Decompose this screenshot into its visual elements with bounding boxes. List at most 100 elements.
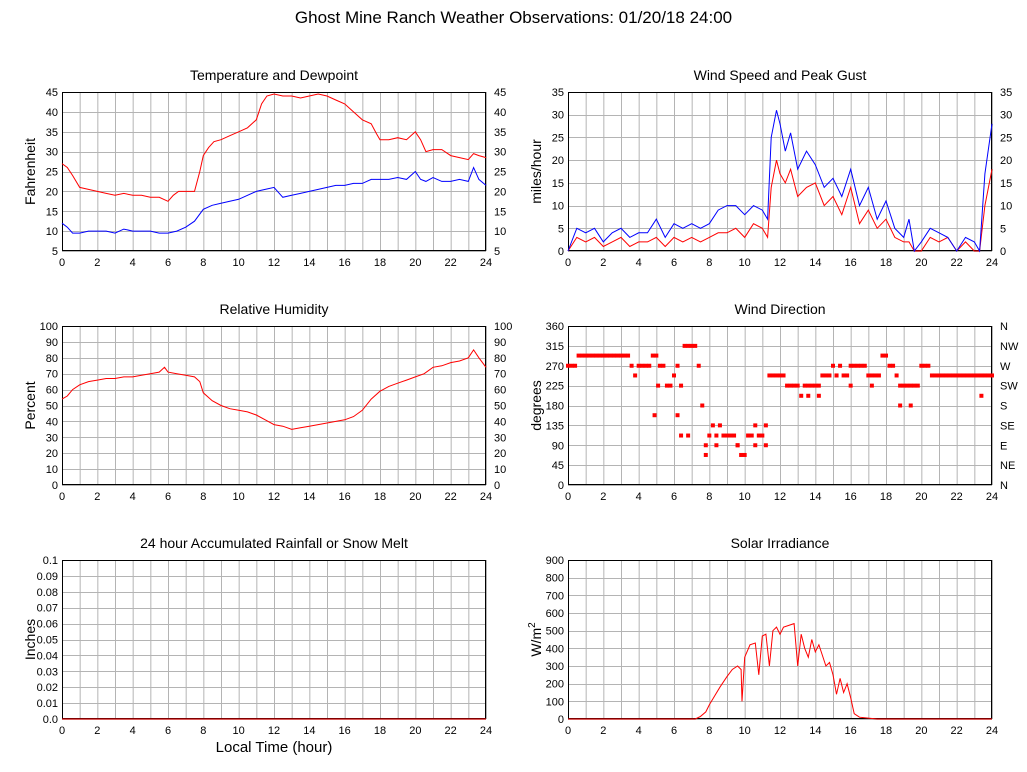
x-tick-label: 16 bbox=[845, 725, 857, 737]
data-point bbox=[979, 393, 984, 398]
y-right-tick-label: 30 bbox=[1000, 110, 1012, 122]
data-point bbox=[873, 373, 878, 378]
y-tick-label: 80 bbox=[46, 353, 58, 365]
data-point bbox=[823, 373, 828, 378]
data-point bbox=[866, 373, 871, 378]
data-point bbox=[876, 373, 881, 378]
x-tick-label: 14 bbox=[809, 491, 821, 503]
y-right-tick-label: SE bbox=[1000, 420, 1015, 432]
data-point bbox=[661, 363, 666, 368]
y-tick-label: 20 bbox=[46, 448, 58, 460]
data-point bbox=[869, 373, 874, 378]
y-right-tick-label: 10 bbox=[1000, 201, 1012, 213]
y-tick-label: 0.1 bbox=[43, 555, 58, 567]
data-point bbox=[604, 353, 609, 358]
data-point bbox=[862, 363, 867, 368]
data-point bbox=[809, 383, 814, 388]
data-point bbox=[788, 383, 793, 388]
x-tick-label: 22 bbox=[951, 491, 963, 503]
data-point bbox=[929, 373, 934, 378]
data-point bbox=[629, 363, 634, 368]
x-tick-label: 24 bbox=[480, 725, 492, 737]
data-point bbox=[975, 373, 980, 378]
series-points bbox=[566, 343, 994, 457]
data-point bbox=[735, 443, 740, 448]
data-point bbox=[827, 373, 832, 378]
data-point bbox=[901, 383, 906, 388]
chart-title: Temperature and Dewpoint bbox=[190, 67, 358, 83]
x-tick-label: 20 bbox=[915, 257, 927, 269]
data-point bbox=[753, 443, 758, 448]
x-tick-label: 20 bbox=[915, 725, 927, 737]
y-tick-label: 135 bbox=[546, 420, 564, 432]
data-point bbox=[770, 373, 775, 378]
y-tick-label: 0.0 bbox=[43, 714, 58, 726]
y-tick-label: 45 bbox=[552, 460, 564, 472]
data-point bbox=[979, 373, 984, 378]
data-point bbox=[792, 383, 797, 388]
y-right-tick-label: S bbox=[1000, 401, 1007, 413]
y-right-tick-label: W bbox=[1000, 361, 1011, 373]
y-tick-label: 300 bbox=[546, 661, 564, 673]
data-point bbox=[576, 353, 581, 358]
chart-solar: Solar Irradiance010020030040050060070080… bbox=[527, 535, 998, 737]
x-tick-label: 18 bbox=[880, 725, 892, 737]
data-point bbox=[855, 363, 860, 368]
data-point bbox=[933, 373, 938, 378]
y-right-tick-label: 25 bbox=[494, 167, 506, 179]
plot-frame bbox=[568, 326, 992, 485]
data-point bbox=[820, 373, 825, 378]
data-point bbox=[806, 383, 811, 388]
y-tick-label: 0.02 bbox=[37, 682, 58, 694]
y-tick-label: 25 bbox=[46, 167, 58, 179]
x-tick-label: 20 bbox=[915, 491, 927, 503]
data-point bbox=[742, 452, 747, 457]
y-axis-label-text: W/m bbox=[528, 628, 544, 657]
data-point bbox=[806, 393, 811, 398]
y-axis-label-text: Inches bbox=[22, 619, 38, 660]
x-tick-label: 22 bbox=[951, 725, 963, 737]
data-point bbox=[816, 393, 821, 398]
x-tick-label: 16 bbox=[339, 257, 351, 269]
data-point bbox=[590, 353, 595, 358]
y-tick-label: 40 bbox=[46, 416, 58, 428]
page-title: Ghost Mine Ranch Weather Observations: 0… bbox=[294, 8, 733, 27]
data-point bbox=[615, 353, 620, 358]
y-tick-label: 700 bbox=[546, 590, 564, 602]
data-point bbox=[880, 353, 885, 358]
data-point bbox=[915, 383, 920, 388]
data-point bbox=[795, 383, 800, 388]
x-axis-label: Local Time (hour) bbox=[216, 739, 333, 756]
y-axis-label: miles/hour bbox=[528, 139, 544, 204]
data-point bbox=[693, 343, 698, 348]
x-tick-label: 12 bbox=[774, 257, 786, 269]
data-point bbox=[633, 373, 638, 378]
x-tick-label: 14 bbox=[809, 257, 821, 269]
y-right-tick-label: 0 bbox=[1000, 246, 1006, 258]
x-tick-label: 4 bbox=[130, 257, 136, 269]
y-right-tick-label: 70 bbox=[494, 369, 506, 381]
y-axis-label: Percent bbox=[22, 381, 38, 429]
y-tick-label: 90 bbox=[46, 337, 58, 349]
x-tick-label: 2 bbox=[600, 725, 606, 737]
y-tick-label: 360 bbox=[546, 321, 564, 333]
x-tick-label: 24 bbox=[480, 257, 492, 269]
x-tick-label: 12 bbox=[268, 257, 280, 269]
data-point bbox=[908, 403, 913, 408]
y-axis-label-text: Fahrenheit bbox=[22, 138, 38, 205]
y-right-tick-label: N bbox=[1000, 480, 1008, 492]
data-point bbox=[898, 403, 903, 408]
data-point bbox=[968, 373, 973, 378]
series-line-0 bbox=[568, 622, 992, 720]
data-point bbox=[831, 363, 835, 368]
grid bbox=[568, 92, 993, 252]
y-right-tick-label: 25 bbox=[1000, 132, 1012, 144]
x-tick-label: 24 bbox=[986, 491, 998, 503]
y-tick-label: 0 bbox=[52, 480, 58, 492]
chart-title: 24 hour Accumulated Rainfall or Snow Mel… bbox=[140, 535, 408, 551]
y-right-tick-label: 20 bbox=[1000, 155, 1012, 167]
x-tick-label: 0 bbox=[565, 491, 571, 503]
data-point bbox=[940, 373, 945, 378]
x-tick-label: 12 bbox=[268, 725, 280, 737]
data-point bbox=[622, 353, 627, 358]
